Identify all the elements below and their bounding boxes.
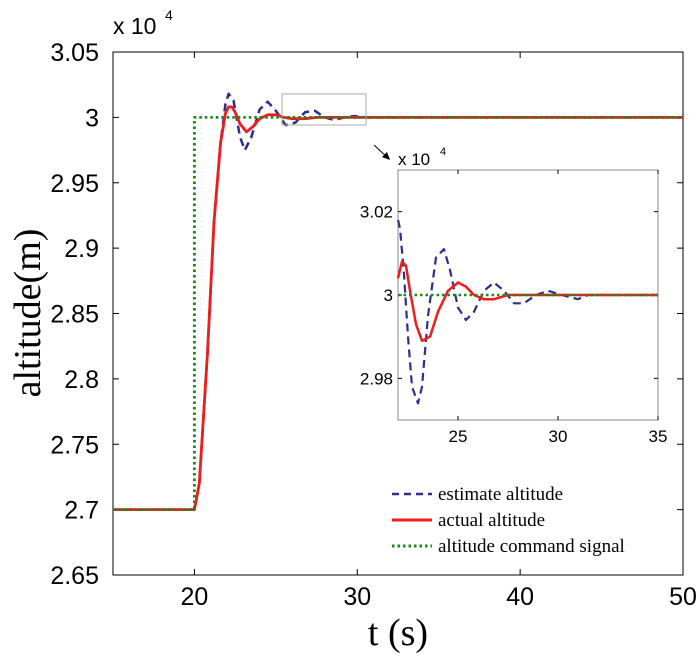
series-line-1 <box>396 260 658 343</box>
x-tick-label: 35 <box>649 427 668 446</box>
x-axis-label: t (s) <box>368 612 428 654</box>
legend-label-estimate: estimate altitude <box>438 484 563 505</box>
y-tick-label: 3 <box>384 286 393 305</box>
x-tick-label: 20 <box>181 583 209 611</box>
y-tick-label: 2.75 <box>50 431 99 459</box>
x-tick-label: 30 <box>343 583 371 611</box>
inset-y-multiplier: x 10 <box>398 150 430 169</box>
y-tick-label: 3.02 <box>360 203 393 222</box>
legend: estimate altitude actual altitude altitu… <box>392 484 625 557</box>
x-tick-label: 40 <box>506 583 534 611</box>
x-tick-label: 25 <box>449 427 468 446</box>
y-tick-label: 2.9 <box>64 235 99 263</box>
y-tick-label: 2.65 <box>50 562 99 590</box>
y-axis-label: altitude(m) <box>7 229 49 398</box>
legend-label-command: altitude command signal <box>438 536 625 557</box>
y-tick-label: 3.05 <box>50 39 99 67</box>
y-tick-label: 2.98 <box>360 369 393 388</box>
y-tick-label: 2.8 <box>64 366 99 394</box>
legend-label-actual: actual altitude <box>438 510 545 531</box>
x-tick-label: 50 <box>669 583 697 611</box>
main-y-multiplier: x 10 <box>113 13 156 39</box>
series-line-2 <box>113 116 683 512</box>
zoom-region-box <box>281 93 367 126</box>
y-tick-label: 2.85 <box>50 301 99 329</box>
zoom-arrow-head <box>382 152 390 160</box>
main-y-multiplier-exponent: 4 <box>165 7 173 23</box>
y-tick-label: 2.95 <box>50 170 99 198</box>
y-tick-label: 3 <box>85 104 99 132</box>
y-tick-label: 2.7 <box>64 497 99 525</box>
inset-y-multiplier-exponent: 4 <box>440 146 446 158</box>
series-line-0 <box>396 219 658 405</box>
x-tick-label: 30 <box>549 427 568 446</box>
